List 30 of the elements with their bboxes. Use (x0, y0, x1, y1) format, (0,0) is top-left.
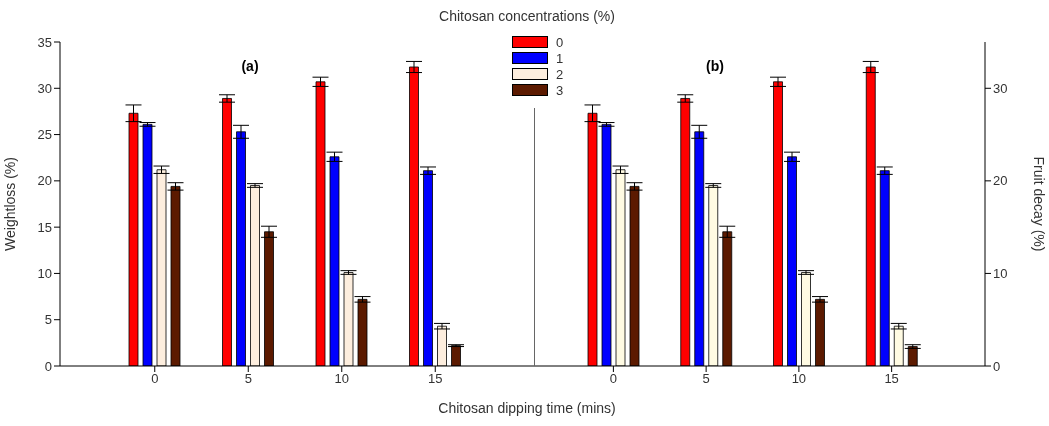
x-tick-label: 15 (884, 371, 899, 387)
y-tick-label: 10 (37, 266, 52, 282)
x-axis-title: Chitosan dipping time (mins) (437, 400, 617, 416)
text: (b) (705, 58, 725, 74)
x-tick-label: 10 (791, 371, 807, 387)
y-tick-label: 5 (44, 312, 52, 328)
legend-label: 0 (556, 34, 564, 50)
legend-label: 3 (556, 82, 564, 98)
y-axis-title: Weightloss (%) (1, 157, 18, 251)
y-tick-label: 25 (37, 127, 52, 143)
legend-label: 1 (556, 50, 564, 66)
x-tick-label: 0 (609, 371, 617, 387)
text: (a) (240, 58, 260, 74)
y-tick-label: 30 (37, 80, 52, 96)
y2-tick-label: 10 (993, 266, 1008, 282)
y-tick-label: 15 (37, 219, 52, 235)
x-tick-label: 5 (702, 371, 710, 387)
y2-tick-label: 20 (993, 173, 1008, 189)
y-tick-label: 20 (37, 173, 52, 189)
legend-label: 2 (556, 66, 564, 82)
y-tick-label: 0 (44, 358, 52, 374)
x-tick-label: 15 (428, 371, 443, 387)
y2-tick-label: 0 (993, 358, 1001, 374)
legend-title: Chitosan concentrations (%) (438, 8, 616, 24)
y2-tick-label: 30 (993, 80, 1008, 96)
y2-axis-title: Fruit decay (%) (1031, 156, 1048, 252)
y-tick-label: 35 (37, 34, 52, 50)
x-tick-label: 5 (244, 371, 252, 387)
x-tick-label: 0 (151, 371, 159, 387)
x-tick-label: 10 (334, 371, 349, 387)
